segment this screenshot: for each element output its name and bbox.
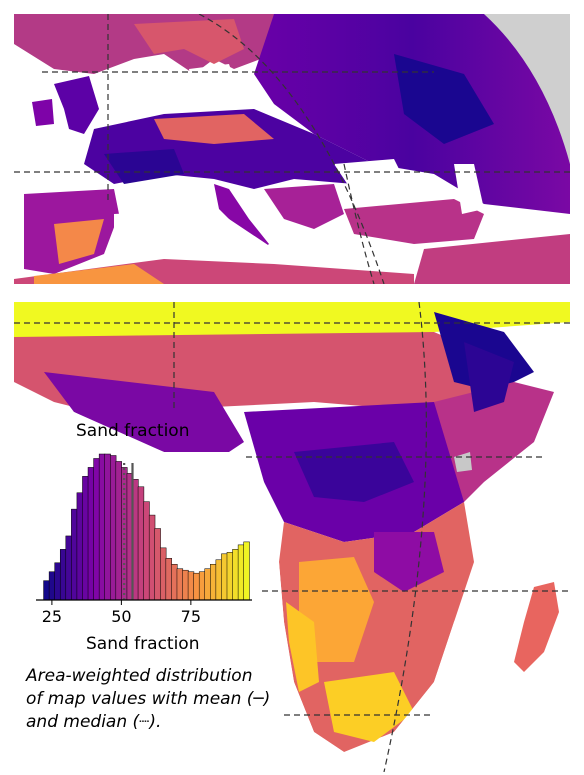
histogram-bar (76, 492, 84, 601)
land-madagascar-top (514, 582, 559, 672)
sea-baltic (189, 64, 239, 109)
histogram-bar (182, 569, 189, 601)
x-tick-label: 75 (181, 607, 201, 626)
land-namib (286, 602, 319, 692)
land-iberia-bright (54, 219, 104, 264)
histogram-bar (215, 559, 222, 601)
graticule-line (343, 163, 375, 284)
caption-line-3: and median (┈). (26, 712, 162, 732)
histogram-bars (43, 453, 250, 601)
land-south-africa (324, 672, 414, 742)
europe-map (14, 14, 570, 284)
x-ticks: 25 50 75 (42, 600, 201, 626)
land-west-africa (44, 372, 244, 462)
land-east-dark (394, 54, 494, 144)
europe-map-panel (14, 14, 570, 284)
histogram-bar (232, 549, 239, 601)
histogram-bar (176, 568, 184, 601)
land-scandinavia-south (134, 19, 244, 64)
histogram-bar (110, 455, 117, 601)
histogram-bar (221, 553, 228, 601)
histogram-bar (210, 563, 217, 601)
land-britain (54, 76, 99, 134)
land-north-africa-bright (34, 264, 164, 284)
land-east-africa (434, 382, 554, 502)
caption-line-2: of map values with mean (─) (26, 689, 271, 709)
histogram-bar (115, 461, 122, 601)
histogram-bar (193, 572, 200, 601)
histogram-bar (160, 547, 167, 601)
outside-globe (484, 14, 570, 164)
sea-caspian (454, 164, 484, 214)
graticule (14, 14, 570, 284)
land-central-light (154, 114, 274, 144)
histogram-bar (43, 580, 50, 601)
sea-mediterranean (114, 209, 414, 269)
histogram-bar (82, 476, 89, 601)
land-central-dark (104, 149, 184, 184)
histogram-bar (165, 558, 172, 601)
histogram-bar (65, 535, 72, 601)
ocean-east (344, 452, 570, 772)
land-middle-east (414, 234, 570, 284)
histogram-bar (104, 453, 111, 601)
histogram-bar (243, 541, 250, 601)
histogram-bar (154, 528, 161, 601)
land-congo-dark (294, 442, 414, 502)
histogram-bar (204, 568, 211, 601)
histogram-bar (98, 453, 106, 601)
x-tick-label: 25 (42, 607, 62, 626)
histogram-bar (54, 562, 61, 601)
histogram-bar (137, 486, 145, 601)
histogram-bar (237, 544, 245, 601)
histogram-bar (143, 501, 150, 601)
histogram-bar (48, 571, 56, 601)
sand-fraction-histogram: 25 50 75 (30, 448, 260, 633)
graticule-line (198, 14, 385, 284)
histogram-chart: 25 50 75 (36, 453, 252, 626)
x-tick-label: 50 (111, 607, 131, 626)
inset-title: Sand fraction (76, 421, 190, 441)
histogram-bar (198, 571, 206, 601)
histogram-bar (71, 508, 78, 601)
histogram-bar (87, 467, 95, 601)
caption-line-1: Area-weighted distribution (26, 666, 253, 686)
land-balkans (264, 184, 344, 229)
africa-graticule (14, 302, 570, 772)
histogram-bar (226, 552, 234, 601)
histogram-bar (171, 563, 178, 601)
histogram-bar (93, 458, 100, 601)
land-kalahari (299, 557, 374, 662)
land-ireland (32, 99, 54, 126)
histogram-bar (148, 514, 156, 601)
land-east-africa-dark (464, 342, 514, 412)
land-zambia-dark (374, 532, 444, 592)
histogram-bar (59, 549, 67, 601)
land-italy (214, 184, 269, 252)
sea-black (334, 159, 409, 194)
histogram-xlabel: Sand fraction (86, 634, 200, 654)
histogram-bar (187, 571, 195, 601)
land-turkey (344, 199, 484, 244)
